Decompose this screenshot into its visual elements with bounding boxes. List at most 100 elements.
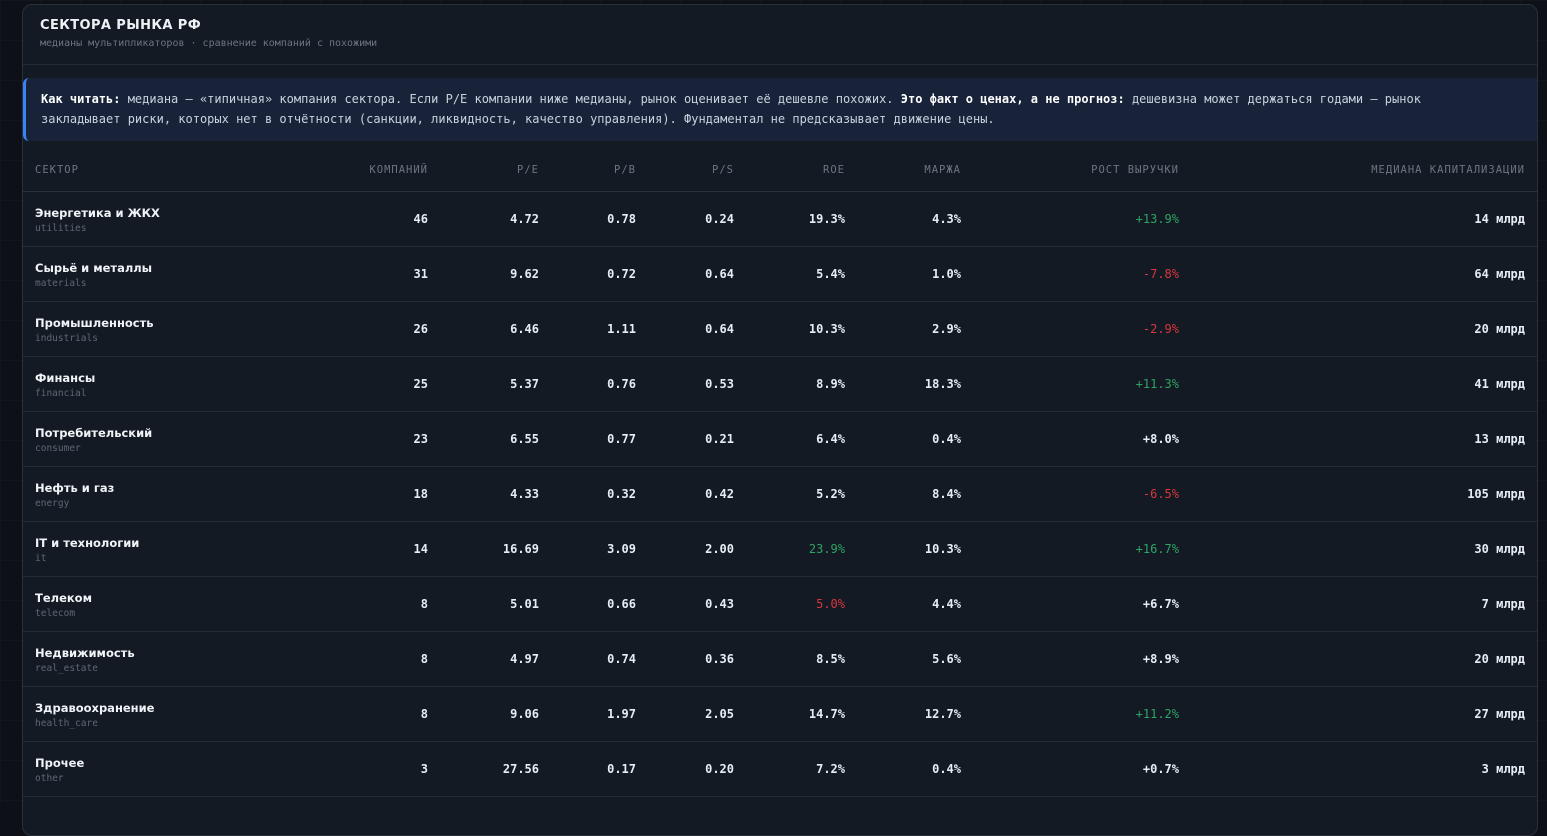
ps-cell: 0.53 (636, 357, 734, 412)
pb-cell: 0.66 (539, 577, 636, 632)
count-cell: 31 (288, 247, 428, 302)
cap-cell: 20 млрд (1179, 632, 1537, 687)
column-header-margin[interactable]: МАРЖА (845, 149, 961, 192)
sector-code: financial (35, 387, 288, 401)
column-header-pe[interactable]: P/E (428, 149, 539, 192)
margin-cell: 5.6% (845, 632, 961, 687)
sector-code: materials (35, 277, 288, 291)
cap-cell: 41 млрд (1179, 357, 1537, 412)
growth-cell: +8.9% (961, 632, 1179, 687)
ps-cell: 0.36 (636, 632, 734, 687)
panel-header: СЕКТОРА РЫНКА РФ медианы мультипликаторо… (23, 5, 1537, 65)
pe-cell: 16.69 (428, 522, 539, 577)
column-header-count[interactable]: КОМПАНИЙ (288, 149, 428, 192)
growth-cell: +8.0% (961, 412, 1179, 467)
margin-cell: 2.9% (845, 302, 961, 357)
growth-cell: +0.7% (961, 742, 1179, 797)
margin-cell: 12.7% (845, 687, 961, 742)
growth-cell: +11.3% (961, 357, 1179, 412)
count-cell: 14 (288, 522, 428, 577)
pb-cell: 0.78 (539, 192, 636, 247)
sector-name: Здравоохранение (35, 700, 288, 716)
margin-cell: 8.4% (845, 467, 961, 522)
sectors-table: СЕКТОР КОМПАНИЙ P/E P/B P/S ROE МАРЖА РО… (23, 149, 1537, 797)
note-emphasis: Это факт о ценах, а не прогноз: (901, 92, 1125, 106)
column-header-roe[interactable]: ROE (734, 149, 845, 192)
pe-cell: 27.56 (428, 742, 539, 797)
pe-cell: 4.72 (428, 192, 539, 247)
sector-code: other (35, 772, 288, 786)
column-header-ps[interactable]: P/S (636, 149, 734, 192)
ps-cell: 0.43 (636, 577, 734, 632)
ps-cell: 2.00 (636, 522, 734, 577)
panel-subtitle: медианы мультипликаторов · сравнение ком… (40, 38, 377, 49)
panel-title: СЕКТОРА РЫНКА РФ (40, 18, 201, 33)
roe-cell: 6.4% (734, 412, 845, 467)
margin-cell: 4.3% (845, 192, 961, 247)
pb-cell: 1.97 (539, 687, 636, 742)
ps-cell: 0.24 (636, 192, 734, 247)
growth-cell: -6.5% (961, 467, 1179, 522)
roe-cell: 5.2% (734, 467, 845, 522)
pe-cell: 4.33 (428, 467, 539, 522)
count-cell: 8 (288, 632, 428, 687)
sector-code: utilities (35, 222, 288, 236)
count-cell: 23 (288, 412, 428, 467)
cap-cell: 13 млрд (1179, 412, 1537, 467)
count-cell: 8 (288, 687, 428, 742)
cap-cell: 3 млрд (1179, 742, 1537, 797)
margin-cell: 18.3% (845, 357, 961, 412)
pe-cell: 4.97 (428, 632, 539, 687)
sector-code: telecom (35, 607, 288, 621)
pe-cell: 6.55 (428, 412, 539, 467)
pb-cell: 3.09 (539, 522, 636, 577)
sector-code: it (35, 552, 288, 566)
count-cell: 46 (288, 192, 428, 247)
pe-cell: 9.62 (428, 247, 539, 302)
sector-name: Телеком (35, 590, 288, 606)
column-header-pb[interactable]: P/B (539, 149, 636, 192)
pb-cell: 1.11 (539, 302, 636, 357)
column-header-sector[interactable]: СЕКТОР (23, 149, 288, 192)
pe-cell: 6.46 (428, 302, 539, 357)
margin-cell: 1.0% (845, 247, 961, 302)
count-cell: 26 (288, 302, 428, 357)
roe-cell: 8.5% (734, 632, 845, 687)
pe-cell: 5.01 (428, 577, 539, 632)
pe-cell: 9.06 (428, 687, 539, 742)
ps-cell: 0.21 (636, 412, 734, 467)
cap-cell: 20 млрд (1179, 302, 1537, 357)
column-header-growth[interactable]: РОСТ ВЫРУЧКИ (961, 149, 1179, 192)
roe-cell: 5.0% (734, 577, 845, 632)
cap-cell: 105 млрд (1179, 467, 1537, 522)
count-cell: 8 (288, 577, 428, 632)
note-text-1: медиана — «типичная» компания сектора. Е… (120, 92, 900, 106)
sector-code: energy (35, 497, 288, 511)
cap-cell: 7 млрд (1179, 577, 1537, 632)
cap-cell: 64 млрд (1179, 247, 1537, 302)
sector-code: consumer (35, 442, 288, 456)
pb-cell: 0.32 (539, 467, 636, 522)
roe-cell: 14.7% (734, 687, 845, 742)
count-cell: 25 (288, 357, 428, 412)
column-header-cap[interactable]: МЕДИАНА КАПИТАЛИЗАЦИИ (1179, 149, 1537, 192)
growth-cell: -7.8% (961, 247, 1179, 302)
sector-name: Промышленность (35, 315, 288, 331)
